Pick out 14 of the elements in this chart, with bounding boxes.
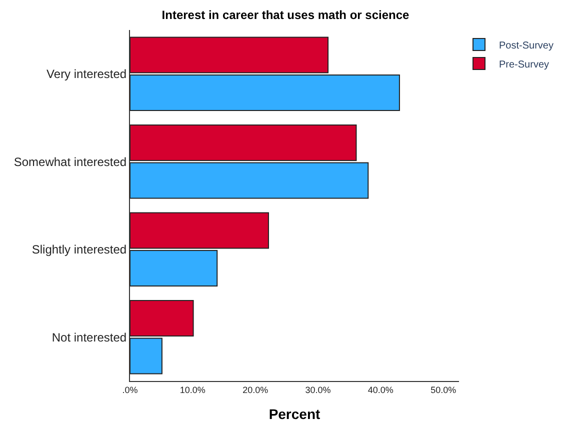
x-tick-label: 40.0% — [368, 384, 394, 395]
chart-title: Interest in career that uses math or science — [162, 8, 410, 22]
x-tick-label: 50.0% — [430, 384, 456, 395]
x-tick-label: 10.0% — [180, 384, 206, 395]
x-tick-label: .0% — [122, 384, 138, 395]
y-tick-label: Somewhat interested — [14, 154, 127, 169]
legend-label: Pre-Survey — [499, 59, 550, 70]
y-tick-label: Not interested — [52, 330, 127, 344]
y-tick-label: Slightly interested — [32, 242, 127, 257]
x-tick-label: 20.0% — [242, 384, 268, 395]
legend-label: Post-Survey — [499, 40, 554, 52]
x-axis-title: Percent — [268, 406, 321, 422]
y-tick-label: Very interested — [46, 67, 127, 82]
x-tick-label: 30.0% — [305, 384, 331, 395]
